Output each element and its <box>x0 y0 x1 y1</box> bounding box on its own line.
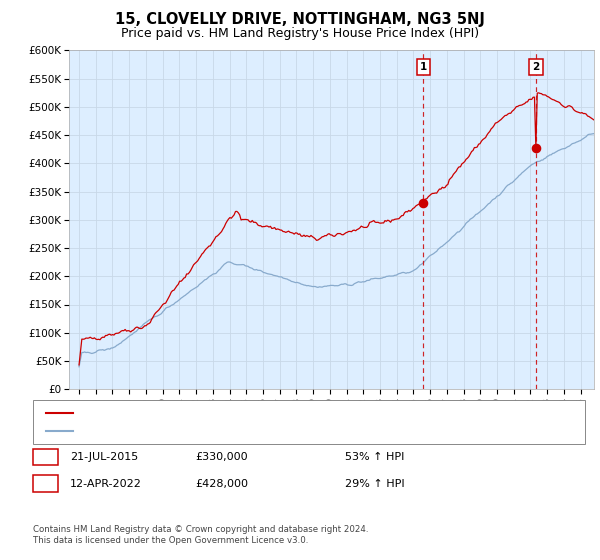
Text: 21-JUL-2015: 21-JUL-2015 <box>70 452 139 462</box>
Text: £428,000: £428,000 <box>195 479 248 489</box>
Text: £330,000: £330,000 <box>195 452 248 462</box>
Text: 1: 1 <box>419 62 427 72</box>
Text: 29% ↑ HPI: 29% ↑ HPI <box>345 479 404 489</box>
Text: 1: 1 <box>42 452 49 462</box>
Point <box>418 198 428 207</box>
Text: 15, CLOVELLY DRIVE, NOTTINGHAM, NG3 5NJ: 15, CLOVELLY DRIVE, NOTTINGHAM, NG3 5NJ <box>115 12 485 27</box>
Text: 12-APR-2022: 12-APR-2022 <box>70 479 142 489</box>
Text: 15, CLOVELLY DRIVE, NOTTINGHAM, NG3 5NJ (detached house): 15, CLOVELLY DRIVE, NOTTINGHAM, NG3 5NJ … <box>84 408 398 418</box>
Text: 53% ↑ HPI: 53% ↑ HPI <box>345 452 404 462</box>
Text: HPI: Average price, detached house, Gedling: HPI: Average price, detached house, Gedl… <box>84 426 307 436</box>
Point <box>531 143 541 152</box>
Text: Contains HM Land Registry data © Crown copyright and database right 2024.
This d: Contains HM Land Registry data © Crown c… <box>33 525 368 545</box>
Text: 2: 2 <box>42 479 49 489</box>
Text: 2: 2 <box>532 62 539 72</box>
Text: Price paid vs. HM Land Registry's House Price Index (HPI): Price paid vs. HM Land Registry's House … <box>121 27 479 40</box>
